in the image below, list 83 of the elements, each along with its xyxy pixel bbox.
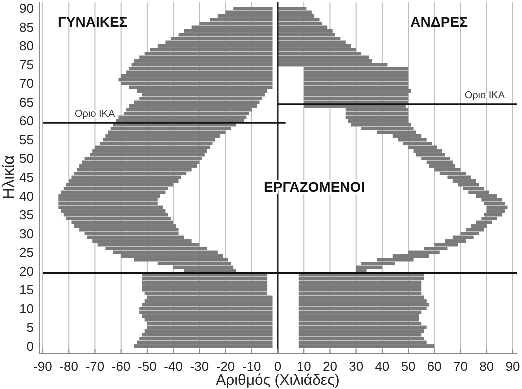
y-tick-label: 20 xyxy=(20,264,34,279)
y-axis-title: Ηλικία xyxy=(1,156,18,200)
y-tick-label: 65 xyxy=(20,94,34,110)
bar xyxy=(298,344,435,348)
ref-line-label: Οριο ΙΚΑ xyxy=(75,109,116,120)
x-tick-label: 20 xyxy=(322,359,338,374)
bar xyxy=(348,120,409,123)
bar xyxy=(298,292,422,296)
series-label: ΓΥΝΑΙΚΕΣ xyxy=(58,14,128,30)
x-tick-label: -80 xyxy=(60,359,79,374)
y-tick-label: 75 xyxy=(20,57,34,72)
bar xyxy=(304,74,409,78)
x-tick-label: 0 xyxy=(274,359,282,374)
bar xyxy=(142,277,268,280)
y-tick-label: 35 xyxy=(20,208,34,223)
x-tick-label: -10 xyxy=(242,359,262,374)
bar xyxy=(69,180,179,183)
bar xyxy=(84,157,202,160)
y-tick-label: 0 xyxy=(26,338,34,354)
bar xyxy=(142,284,268,288)
y-tick-label: 25 xyxy=(20,245,34,260)
y-tick-label: 60 xyxy=(20,114,34,129)
x-tick-label: -40 xyxy=(164,359,183,374)
x-tick-label: -90 xyxy=(34,359,52,374)
bar xyxy=(140,337,273,340)
y-tick-label: 5 xyxy=(26,320,34,336)
bar xyxy=(298,337,424,340)
bar xyxy=(121,82,273,86)
bar xyxy=(140,307,273,310)
y-tick-label: 55 xyxy=(20,132,34,148)
y-tick-label: 40 xyxy=(20,188,34,204)
bar xyxy=(129,67,273,70)
x-tick-label: 30 xyxy=(349,359,364,374)
bar xyxy=(298,330,424,333)
bar xyxy=(129,104,258,108)
bar xyxy=(74,224,176,228)
bar xyxy=(134,60,273,63)
bar xyxy=(147,322,273,326)
bar xyxy=(61,210,166,213)
bar xyxy=(142,314,273,318)
bar xyxy=(484,202,506,206)
x-tick-label: -60 xyxy=(112,359,131,374)
bar xyxy=(298,284,422,288)
y-tick-label: 85 xyxy=(20,20,34,35)
x-tick-label: 50 xyxy=(401,359,416,374)
y-tick-label: 90 xyxy=(20,1,34,16)
y-tick-label: 30 xyxy=(20,226,34,242)
bar xyxy=(66,217,171,220)
bar xyxy=(298,300,427,303)
y-tick-label: 15 xyxy=(20,282,34,298)
x-tick-label: 10 xyxy=(296,359,312,374)
bar xyxy=(304,82,409,86)
bar xyxy=(144,300,273,303)
y-tick-label: 70 xyxy=(20,76,34,92)
bar xyxy=(486,210,506,213)
bar xyxy=(298,307,427,310)
x-tick-label: -70 xyxy=(86,359,105,374)
x-tick-label: -20 xyxy=(216,359,236,374)
x-tick-label: 60 xyxy=(427,359,442,374)
x-tick-label: 70 xyxy=(454,359,468,374)
x-tick-label: -30 xyxy=(190,359,210,374)
bar xyxy=(346,112,409,116)
bar xyxy=(144,330,273,333)
y-tick-label: 50 xyxy=(20,151,34,166)
bar xyxy=(92,150,208,153)
bar xyxy=(298,314,419,318)
y-tick-label: 80 xyxy=(20,38,34,54)
text: ΑΝΔΡΕΣ xyxy=(410,14,468,30)
bar xyxy=(121,74,273,78)
y-tick-label: 45 xyxy=(20,170,34,185)
y-tick-label: 10 xyxy=(20,301,34,316)
x-axis-title: Αριθμός (Χιλιάδες) xyxy=(216,372,340,389)
bar xyxy=(134,344,273,348)
x-tick-label: 80 xyxy=(480,359,494,374)
bar xyxy=(304,90,412,93)
bar xyxy=(304,97,409,100)
bar xyxy=(80,164,198,168)
x-tick-label: 90 xyxy=(506,359,520,374)
x-tick-label: 40 xyxy=(375,359,390,374)
ref-line-label: Οριο ΙΚΑ xyxy=(464,90,506,102)
bar xyxy=(278,30,333,33)
bar xyxy=(298,277,424,280)
x-tick-label: -50 xyxy=(138,359,157,374)
